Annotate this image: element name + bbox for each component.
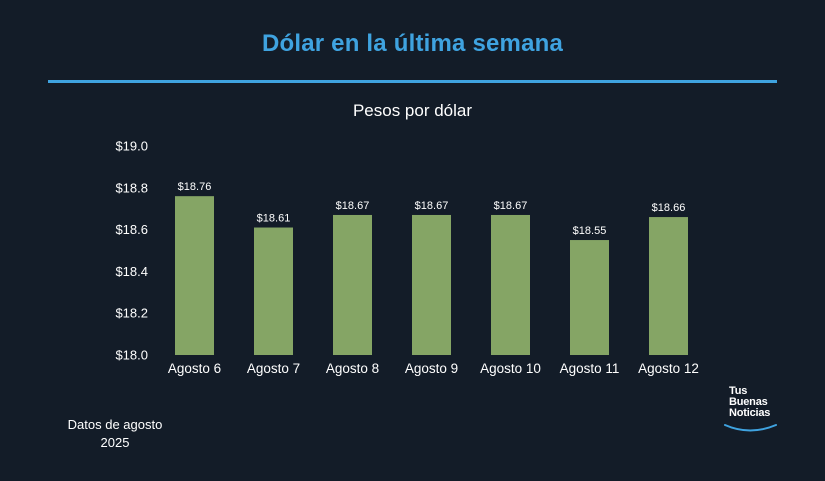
page-title: Dólar en la última semana bbox=[261, 30, 564, 57]
data-label: $18.67 bbox=[494, 200, 528, 212]
bar bbox=[570, 240, 609, 355]
x-tick-label: Agosto 6 bbox=[168, 361, 221, 376]
footnote-line-1: Datos de agosto bbox=[67, 417, 163, 432]
title-divider bbox=[48, 80, 777, 83]
x-tick-label: Agosto 9 bbox=[405, 361, 458, 376]
y-tick-label: $18.4 bbox=[115, 264, 148, 279]
bar bbox=[175, 196, 214, 355]
bar bbox=[649, 217, 688, 355]
bar bbox=[491, 214, 530, 355]
bar bbox=[412, 214, 451, 355]
logo-line-2: Buenas bbox=[729, 396, 768, 408]
data-label: $18.76 bbox=[178, 181, 212, 193]
logo-arc-icon bbox=[724, 424, 777, 432]
logo-line-1: Tus bbox=[729, 385, 748, 397]
data-label: $18.61 bbox=[257, 213, 291, 225]
data-label: $18.66 bbox=[652, 202, 686, 214]
footnote-line-2: 2025 bbox=[100, 435, 130, 450]
logo-line-3: Noticias bbox=[729, 407, 771, 419]
footnote: Datos de agosto 2025 bbox=[50, 416, 180, 452]
data-label: $18.67 bbox=[415, 200, 449, 212]
x-tick-label: Agosto 12 bbox=[638, 361, 699, 376]
chart-title: Pesos por dólar bbox=[352, 101, 473, 120]
x-tick-label: Agosto 10 bbox=[480, 361, 541, 376]
y-tick-label: $18.8 bbox=[115, 180, 148, 195]
data-label: $18.67 bbox=[336, 200, 370, 212]
x-tick-label: Agosto 8 bbox=[326, 361, 379, 376]
bar bbox=[333, 214, 372, 355]
data-label: $18.55 bbox=[573, 225, 607, 237]
y-tick-label: $18.6 bbox=[115, 222, 148, 237]
y-tick-label: $19.0 bbox=[115, 139, 148, 154]
bar bbox=[254, 227, 293, 355]
y-tick-label: $18.0 bbox=[115, 348, 148, 363]
x-tick-label: Agosto 11 bbox=[560, 361, 620, 376]
y-tick-label: $18.2 bbox=[115, 306, 148, 321]
brand-logo: Tus Buenas Noticias bbox=[722, 384, 792, 436]
x-tick-label: Agosto 7 bbox=[247, 361, 300, 376]
